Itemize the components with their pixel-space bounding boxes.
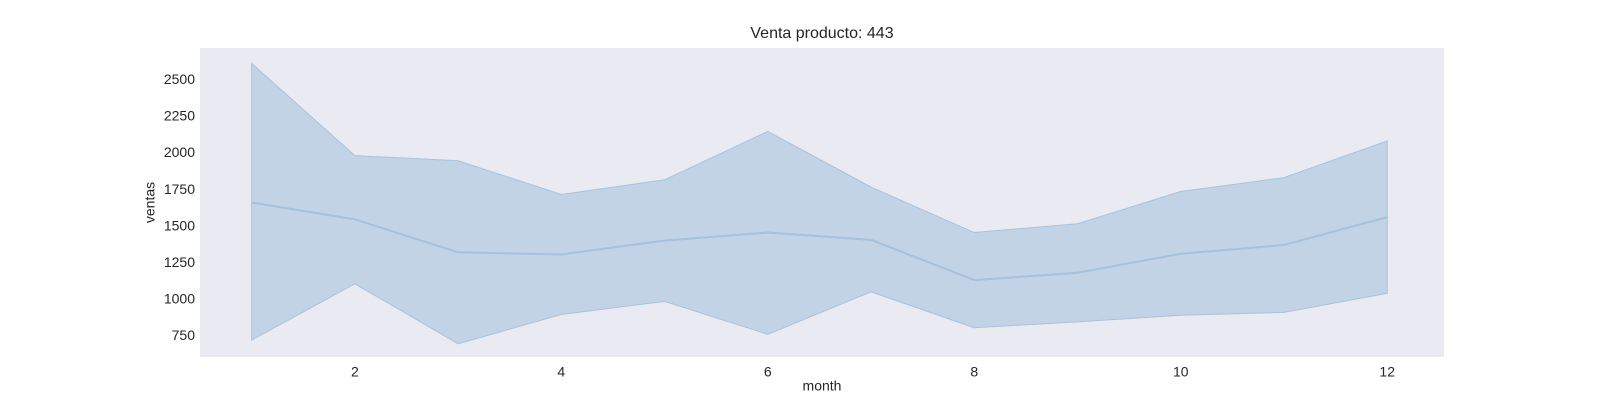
x-tick-label: 12 [1379,364,1395,380]
x-tick-label: 6 [764,364,772,380]
y-tick-label: 1250 [164,254,195,270]
x-tick-label: 8 [970,364,978,380]
series-line-layer [251,201,1388,282]
chart-title: Venta producto: 443 [750,25,893,42]
confidence-band [251,62,1388,345]
x-tick-labels: 2 4 6 8 10 12 [351,364,1395,380]
y-tick-label: 1000 [164,291,195,307]
y-tick-label: 750 [172,327,196,343]
y-tick-label: 2500 [164,71,195,87]
y-tick-label: 1750 [164,181,195,197]
x-axis-label: month [803,378,842,394]
confidence-band-layer [251,62,1388,345]
y-tick-label: 2000 [164,144,195,160]
y-tick-label: 2250 [164,108,195,124]
y-tick-label: 1500 [164,217,195,233]
y-tick-labels: 750 1000 1250 1500 1750 2000 2250 2500 [164,71,195,343]
series-line [251,201,1388,282]
x-tick-label: 10 [1173,364,1189,380]
x-tick-label: 4 [557,364,565,380]
y-axis-label: ventas [142,182,158,223]
x-tick-label: 2 [351,364,359,380]
